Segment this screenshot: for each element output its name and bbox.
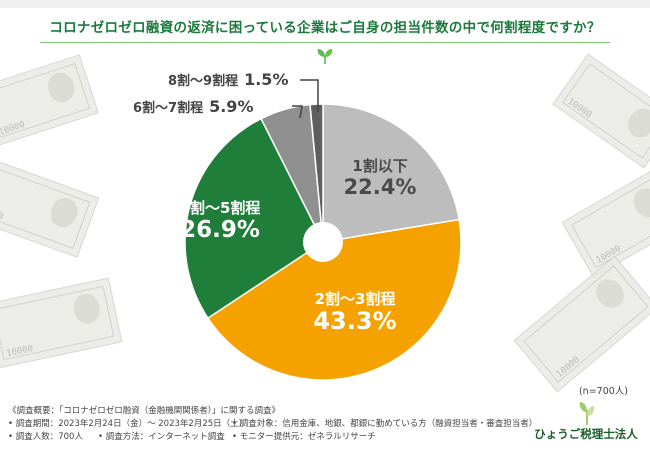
slice-category-label: 8割～9割程 [168,74,239,89]
survey-provider: • モニター提供元：ゼネラルリサーチ [232,432,376,442]
survey-overview: 《調査概要：「コロナゼロゼロ融資（金融機関関係者）」に関する調査》 • 調査期間… [8,405,537,444]
leaf-icon [317,49,333,64]
slice-category-label: 2割～3割程 [314,290,396,308]
slice-value-label: 22.4% [343,175,417,200]
slice-label-3: 4割～5割程 26.9% [160,199,280,244]
slice-label-2: 2割～3割程 43.3% [290,290,420,336]
leader-line-5 [300,79,319,112]
pie-slice-1 [322,103,461,243]
survey-period: • 調査期間：2023年2月24日（金）～ 2023年2月25日（土） [8,419,248,429]
slice-label-4: 6割～7割程 5.9% [133,97,253,116]
slice-label-1: 1割以下 22.4% [335,157,425,200]
slice-category-label: 1割以下 [352,157,408,175]
sprout-logo-icon [579,402,595,425]
survey-heading: 《調査概要：「コロナゼロゼロ融資（金融機関関係者）」に関する調査》 [8,406,281,416]
survey-count: • 調査人数：700人 [8,432,83,442]
leader-line-4 [292,105,303,119]
top-bar [0,0,650,8]
slice-value-label: 43.3% [313,307,397,336]
company-logo: ひょうご税理士法人 [526,400,646,445]
slice-value-label: 26.9% [180,217,260,244]
company-name: ひょうご税理士法人 [534,427,638,441]
title-divider [40,42,610,43]
pie-slice-2 [206,218,462,381]
pie-slice-3 [184,117,324,320]
slice-label-5: 8割～9割程 1.5% [168,70,288,89]
chart-title: コロナゼロゼロ融資の返済に困っている企業はご自身の担当件数の中で何割程度ですか？ [49,20,601,36]
survey-method: • 調査方法：インターネット調査 [98,432,225,442]
slice-value-label: 1.5% [244,70,289,89]
survey-target: • 調査対象：信用金庫、地銀、都銀に勤めている方（融資担当者・審査担当者） [232,419,538,429]
donut-hole [303,222,343,262]
sample-size-note: (n=700人) [578,386,628,397]
pie-slice-5 [309,103,324,243]
slice-value-label: 5.9% [209,97,254,116]
slice-category-label: 6割～7割程 [133,101,204,116]
slice-category-label: 4割～5割程 [179,199,261,217]
